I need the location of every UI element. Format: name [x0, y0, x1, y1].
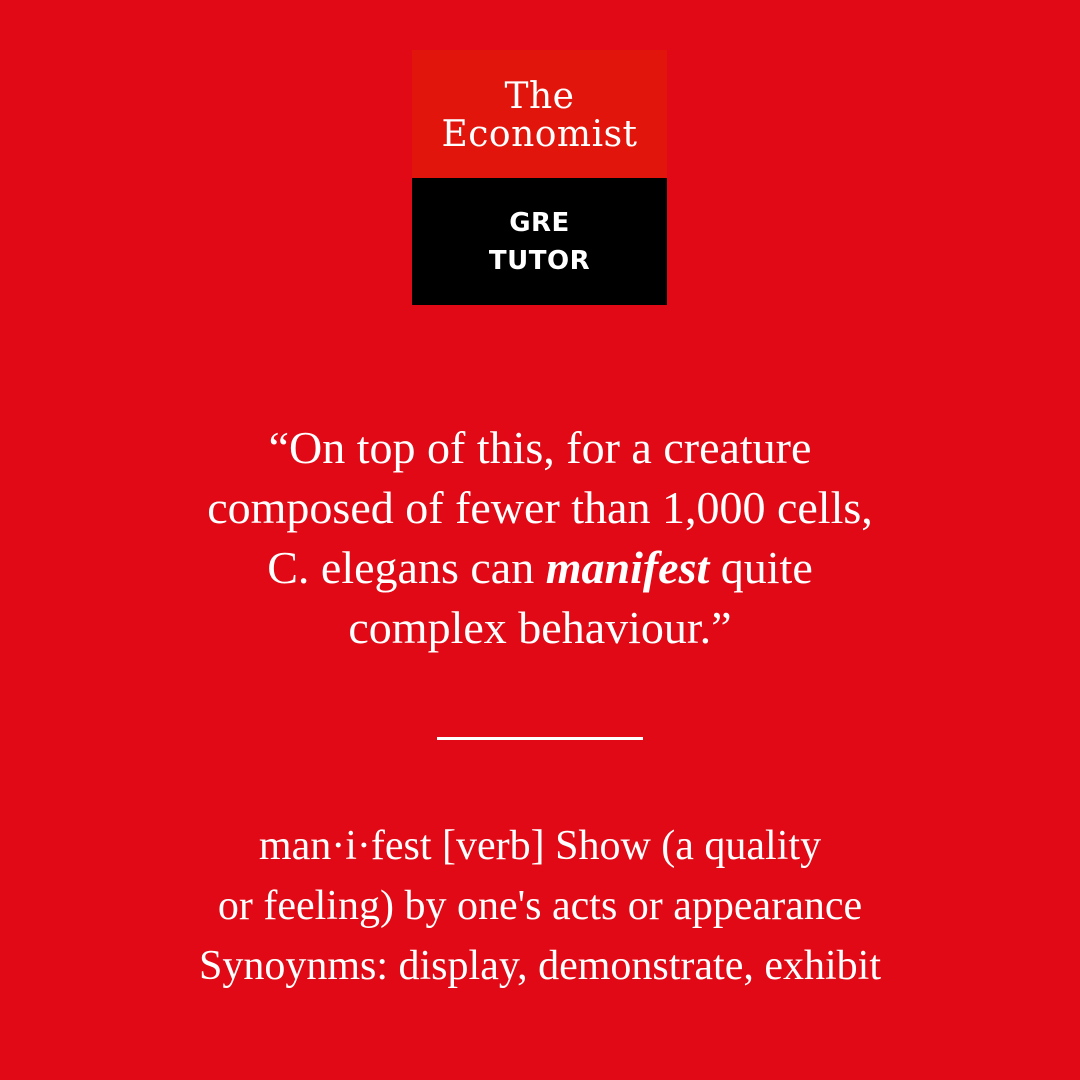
economist-gre-tutor-logo: The Economist GRE TUTOR — [412, 50, 667, 305]
definition-line-1: man·i·fest [verb] Show (a quality — [258, 823, 822, 869]
quote-line-3-before: C. elegans can — [267, 542, 546, 593]
definition-text: man·i·fest [verb] Show (a quality or fee… — [60, 816, 1020, 996]
quote-line-2: composed of fewer than 1,000 cells, — [207, 482, 873, 533]
divider — [437, 737, 643, 740]
definition-line-2: or feeling) by one's acts or appearance — [217, 883, 863, 929]
logo-brand-line1: The — [504, 76, 575, 117]
logo-product-line1: GRE — [509, 207, 570, 238]
synonyms-line: Synoynms: display, demonstrate, exhibit — [198, 943, 882, 989]
quote-line-4: complex behaviour.” — [348, 602, 732, 653]
quote-text: “On top of this, for a creature composed… — [60, 418, 1020, 658]
logo-product-line2: TUTOR — [488, 245, 591, 276]
logo-brand-block: The Economist — [412, 50, 667, 178]
logo-brand-line2: Economist — [441, 114, 638, 155]
quote-line-1: “On top of this, for a creature — [268, 422, 812, 473]
quote-line-3: C. elegans can manifest quite — [60, 538, 1020, 598]
quote-keyword: manifest — [545, 542, 710, 593]
quote-line-3-after: quite — [709, 542, 813, 593]
logo-product-block: GRE TUTOR — [412, 178, 667, 305]
